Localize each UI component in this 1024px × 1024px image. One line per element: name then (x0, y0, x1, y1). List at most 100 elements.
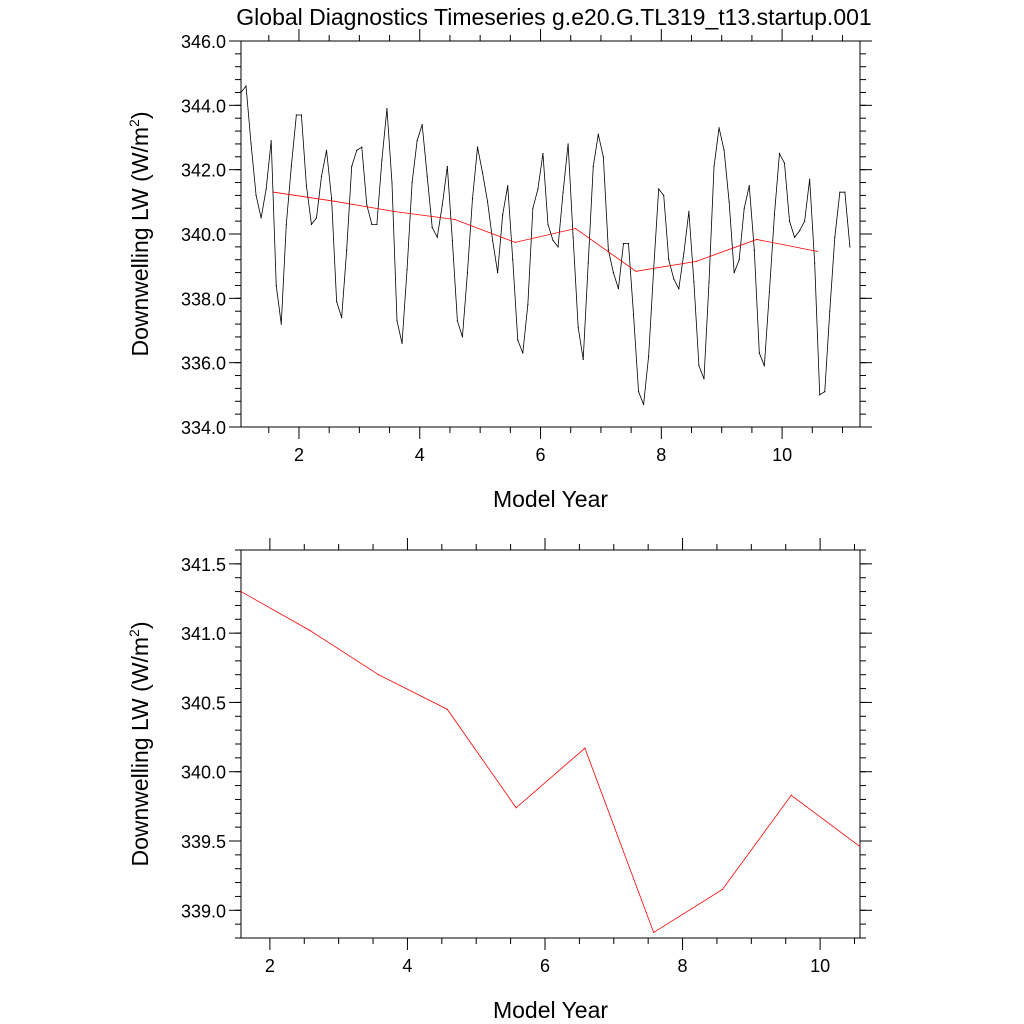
data-point-monthly (708, 281, 710, 283)
data-point-monthly (466, 272, 469, 274)
y-tick-label: 346.0 (181, 32, 226, 52)
y-tick-label: 340.0 (181, 225, 226, 245)
data-point-monthly (351, 165, 353, 168)
data-point-monthly (582, 358, 584, 361)
data-point-monthly (844, 191, 846, 193)
data-point-monthly (673, 278, 675, 280)
data-point-monthly (798, 230, 801, 232)
data-point-monthly (758, 352, 760, 354)
y-tick-label: 342.0 (181, 161, 226, 181)
y-tick-label: 336.0 (181, 354, 226, 374)
data-point-monthly (627, 243, 630, 245)
data-point-annual (333, 200, 335, 202)
data-point-monthly (763, 365, 765, 367)
data-point-monthly (492, 239, 494, 242)
data-point-monthly (809, 178, 811, 180)
data-point-monthly (678, 288, 680, 290)
data-point-monthly (793, 236, 796, 238)
data-point-monthly (562, 191, 564, 193)
data-point-monthly (502, 214, 504, 216)
y-tick-label: 340.0 (181, 763, 226, 783)
data-point-annual (574, 227, 577, 230)
data-point-monthly (552, 239, 554, 242)
data-point-monthly (305, 185, 308, 187)
x-tick-label: 8 (656, 445, 666, 465)
data-point-monthly (663, 194, 665, 196)
data-point-annual (515, 807, 517, 809)
monthly-and-annual-chart: 334.0 336.0 338.0 340.0 342.0 344.0 346.0 2 4 6 8 1… (126, 29, 872, 512)
data-point-monthly (320, 175, 323, 177)
y-tick-label: 341.5 (181, 555, 226, 575)
data-point-monthly (426, 175, 428, 177)
data-point-monthly (497, 272, 499, 274)
data-point-monthly (361, 146, 363, 148)
y-tick-label: 334.0 (181, 418, 226, 438)
data-point-monthly (341, 317, 343, 319)
y-tick-label: 339.0 (181, 901, 226, 921)
data-point-monthly (406, 268, 408, 270)
data-point-monthly (401, 342, 403, 344)
data-point-monthly (557, 246, 559, 248)
data-point-annual (446, 708, 448, 710)
data-point-monthly (632, 313, 635, 316)
x-tick-label: 6 (540, 956, 550, 976)
data-point-monthly (441, 204, 443, 206)
data-point-monthly (396, 320, 398, 322)
data-point-monthly (330, 198, 333, 200)
data-point-monthly (300, 114, 302, 116)
data-point-monthly (617, 288, 620, 290)
data-point-monthly (250, 143, 252, 145)
x-tick-label: 6 (536, 445, 546, 465)
data-point-monthly (391, 181, 393, 184)
data-point-monthly (723, 149, 725, 151)
y-tick-label: 340.5 (181, 693, 226, 713)
data-point-monthly (240, 91, 242, 94)
data-point-monthly (773, 214, 776, 216)
data-point-monthly (310, 223, 313, 225)
data-point-monthly (683, 252, 685, 254)
data-point-monthly (295, 114, 297, 116)
data-point-monthly (486, 201, 489, 203)
x-tick-label: 2 (294, 445, 304, 465)
data-point-annual (859, 845, 861, 848)
data-point-annual (695, 260, 697, 262)
data-point-annual (273, 191, 275, 193)
data-point-annual (653, 931, 655, 934)
data-point-monthly (743, 207, 745, 209)
data-point-monthly (819, 394, 821, 396)
data-point-monthly (567, 143, 569, 145)
data-point-monthly (648, 355, 650, 357)
x-tick-label: 2 (265, 956, 275, 976)
data-point-monthly (824, 391, 826, 393)
data-point-monthly (602, 156, 604, 158)
data-point-monthly (285, 223, 287, 225)
x-tick-label: 10 (772, 445, 792, 465)
data-point-monthly (698, 365, 700, 367)
data-point-monthly (733, 272, 735, 274)
data-point-monthly (532, 207, 534, 209)
data-point-monthly (547, 223, 549, 225)
x-tick-label: 10 (810, 956, 830, 976)
data-point-monthly (315, 217, 318, 219)
data-point-monthly (522, 352, 524, 354)
data-point-monthly (637, 391, 640, 393)
data-point-monthly (768, 291, 770, 293)
data-point-annual (756, 238, 758, 241)
y-tick-label: 339.5 (181, 832, 226, 852)
data-point-annual (454, 218, 456, 221)
data-point-annual (309, 629, 311, 631)
data-point-monthly (446, 165, 448, 168)
y-axis-label: Downwelling LW (W/m2) (126, 621, 153, 866)
x-axis-label: Model Year (493, 486, 608, 512)
data-point-monthly (255, 194, 257, 196)
data-point-monthly (778, 152, 781, 155)
data-point-monthly (668, 259, 670, 261)
data-point-monthly (456, 320, 458, 322)
data-point-monthly (829, 310, 831, 312)
data-point-monthly (376, 223, 378, 225)
annual-mean-chart: 339.0 339.5 340.0 340.5 341.0 341.5 2 4 6 8 10 Mode… (126, 538, 872, 1023)
data-point-monthly (839, 191, 841, 193)
data-point-annual (584, 747, 586, 749)
data-point-monthly (436, 236, 438, 238)
